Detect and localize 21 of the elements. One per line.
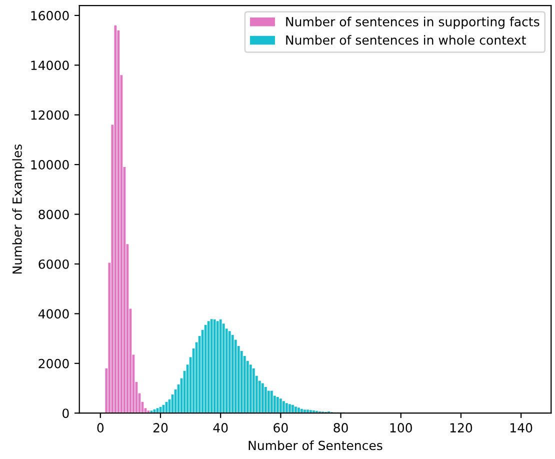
y-axis-title: Number of Examples [12, 144, 24, 274]
x-tick-label: 140 [510, 423, 532, 432]
legend-label: Number of sentences in supporting facts [286, 16, 540, 29]
y-tick-label: 14000 [31, 60, 69, 70]
y-tick-label: 0 [62, 408, 69, 418]
x-tick-label: 80 [334, 423, 348, 432]
y-tick-label: 2000 [38, 358, 69, 368]
y-tick-label: 16000 [31, 10, 69, 20]
y-tick-label: 12000 [31, 110, 69, 120]
x-tick-label: 0 [97, 423, 104, 432]
y-tick-label: 6000 [38, 259, 69, 269]
x-tick-label: 100 [390, 423, 412, 432]
y-tick-label: 10000 [31, 160, 69, 170]
x-tick-label: 20 [153, 423, 168, 432]
x-tick-label: 60 [274, 423, 288, 432]
legend-label: Number of sentences in whole context [286, 35, 526, 45]
x-axis-title: Number of Sentences [248, 440, 382, 450]
y-tick-label: 8000 [38, 210, 69, 220]
x-tick-label: 120 [450, 423, 472, 432]
y-tick-label: 4000 [38, 309, 69, 319]
x-tick-label: 40 [213, 423, 228, 432]
